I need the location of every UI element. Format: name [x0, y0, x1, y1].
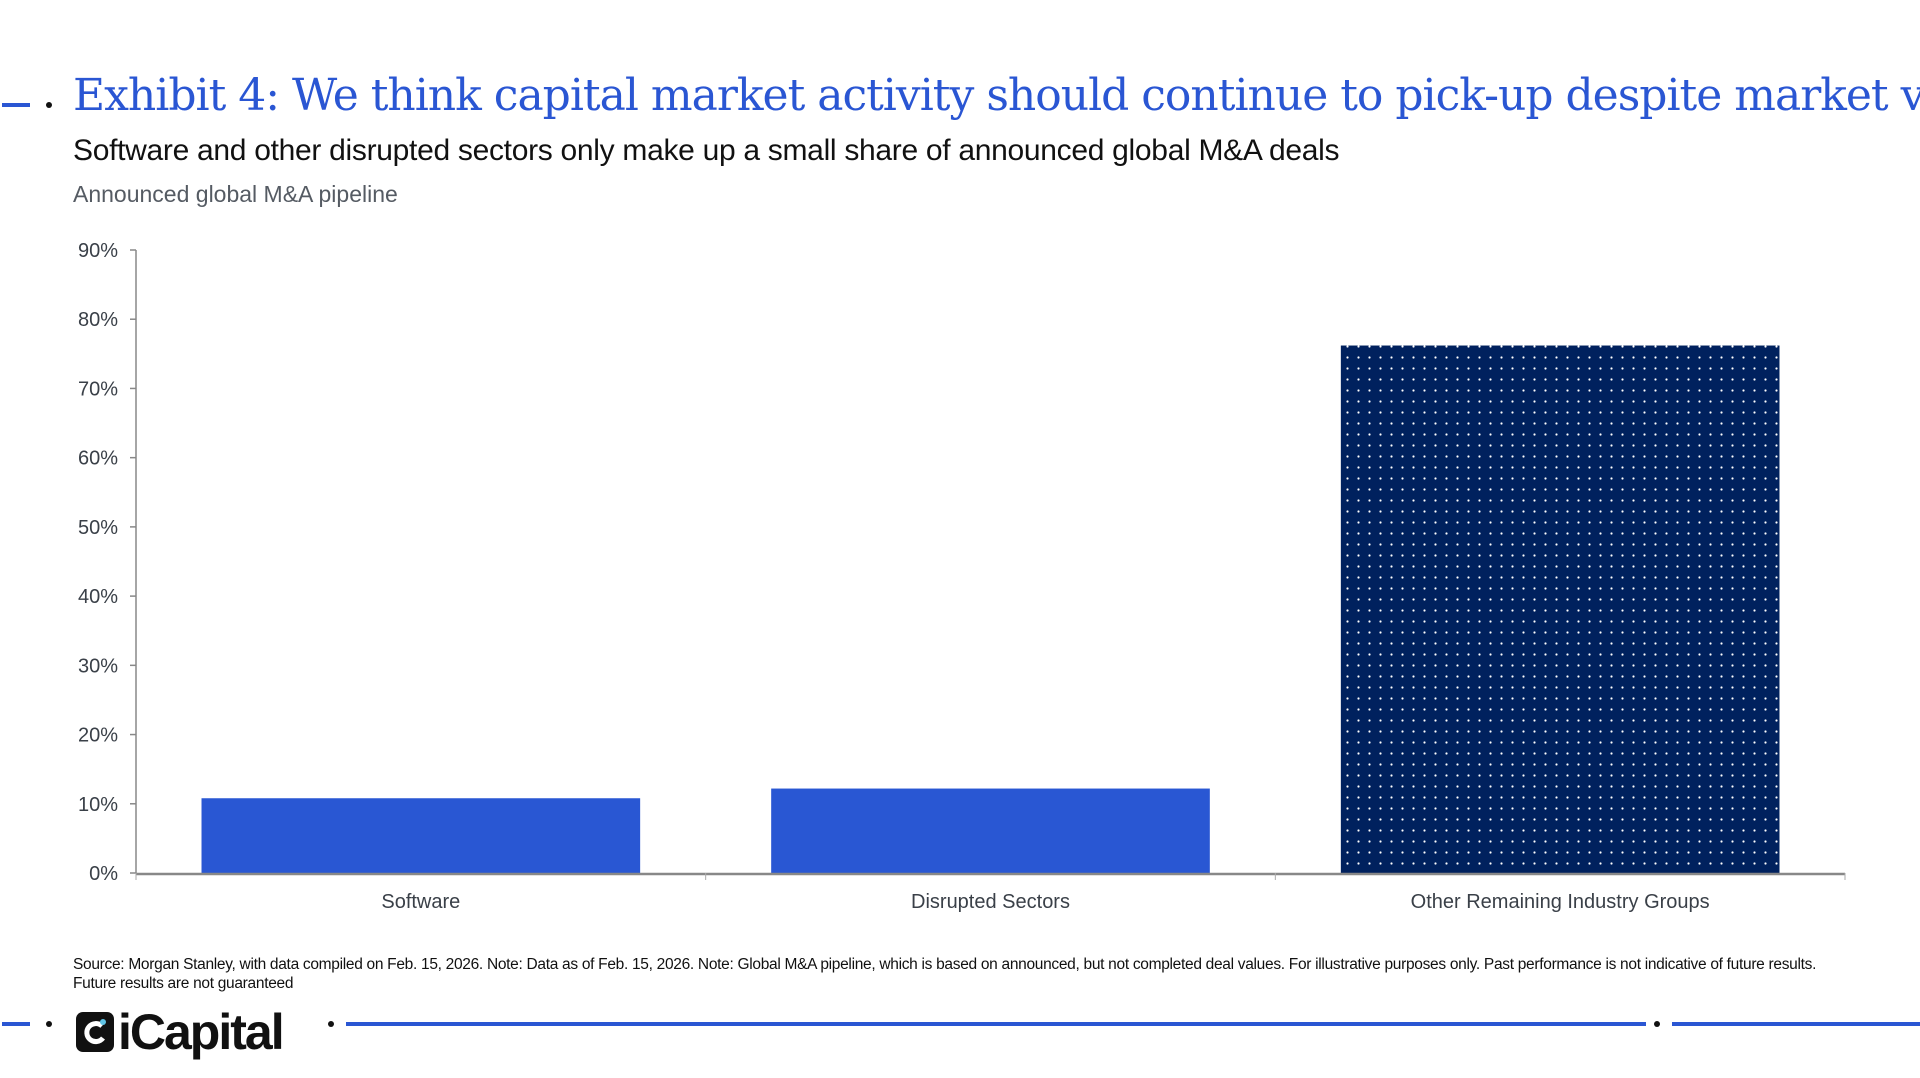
footer-dot-mid — [328, 1021, 334, 1027]
bars — [201, 345, 1780, 873]
source-note: Source: Morgan Stanley, with data compil… — [73, 956, 1817, 992]
chart-label: Announced global M&A pipeline — [73, 181, 398, 207]
logo-text: iCapital — [118, 1004, 285, 1060]
page-title: Exhibit 4: We think capital market activ… — [73, 70, 1920, 121]
title-dot-decoration — [46, 102, 52, 108]
footer-dash-left — [2, 1022, 30, 1026]
bar-other-remaining-industry-groups — [1340, 345, 1780, 873]
y-tick-label: 30% — [78, 655, 118, 677]
footer-line — [346, 1022, 1646, 1026]
title-dash-decoration — [2, 103, 30, 107]
y-tick-label: 80% — [78, 309, 118, 331]
y-tick-label: 50% — [78, 517, 118, 539]
page-subtitle: Software and other disrupted sectors onl… — [73, 134, 1340, 167]
y-tick-label: 40% — [78, 586, 118, 608]
bar-disrupted-sectors — [771, 788, 1210, 873]
y-axis: 0% 10% 20% 30% 40% 50% 60% 70% 80% 90% — [78, 240, 137, 885]
x-tick-label: Other Remaining Industry Groups — [1411, 891, 1710, 913]
icapital-logo: iCapital — [76, 1003, 285, 1061]
icapital-logo-icon — [76, 1012, 114, 1052]
footer-line-right — [1672, 1022, 1920, 1026]
bar-chart: 0% 10% 20% 30% 40% 50% 60% 70% 80% 90% Software Di… — [78, 240, 1846, 913]
bar-software — [201, 798, 641, 873]
x-tick-label: Software — [381, 891, 460, 913]
y-tick-label: 20% — [78, 725, 118, 747]
x-axis: Software Disrupted Sectors Other Remaining… — [135, 872, 1846, 913]
y-tick-label: 90% — [78, 240, 118, 262]
y-tick-label: 10% — [78, 794, 118, 816]
y-tick-label: 0% — [89, 863, 118, 885]
y-tick-label: 60% — [78, 448, 118, 470]
footer-dot-left — [46, 1021, 52, 1027]
y-tick-label: 70% — [78, 378, 118, 400]
footer-dot-right — [1654, 1021, 1660, 1027]
x-tick-label: Disrupted Sectors — [911, 891, 1070, 913]
